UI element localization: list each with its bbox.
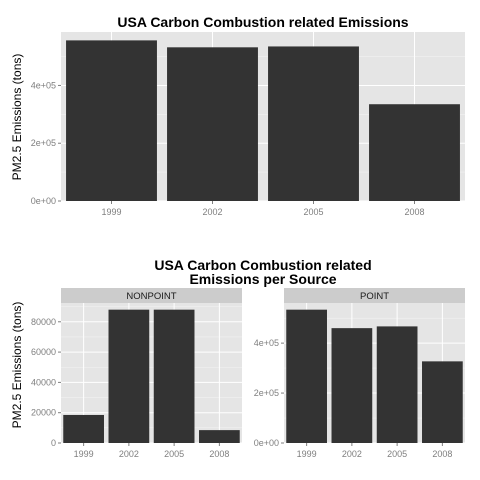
- y-axis-title: PM2.5 Emissions (tons): [10, 54, 24, 181]
- y-tick-label: 60000: [31, 347, 56, 357]
- chart-title: USA Carbon Combustion related Emissions: [117, 14, 408, 30]
- emissions-per-source-chart: USA Carbon Combustion related Emissions p…: [10, 257, 465, 459]
- x-tick-label: 1999: [101, 207, 121, 217]
- y-tick-label: 2e+05: [254, 388, 279, 398]
- bar-2008: [369, 104, 460, 201]
- bar-2008: [199, 430, 240, 443]
- facet-label: POINT: [360, 291, 389, 302]
- x-tick-label: 1999: [297, 449, 317, 459]
- bar-2002: [331, 328, 373, 443]
- bar-2002: [108, 309, 150, 443]
- bar-2005: [376, 326, 418, 443]
- y-tick-label: 80000: [31, 317, 56, 327]
- x-tick-label: 2008: [432, 449, 452, 459]
- chart-title: USA Carbon Combustion related Emissions p…: [154, 257, 371, 287]
- y-tick-label: 0e+00: [254, 438, 279, 448]
- facet-label: NONPOINT: [126, 291, 176, 302]
- y-tick-label: 2e+05: [31, 138, 56, 148]
- x-tick-label: 2005: [164, 449, 184, 459]
- x-tick-label: 2002: [202, 207, 222, 217]
- bar-1999: [286, 309, 327, 443]
- x-tick-label: 2008: [404, 207, 424, 217]
- y-tick-label: 20000: [31, 408, 56, 418]
- y-tick-label: 40000: [31, 377, 56, 387]
- x-tick-label: 2002: [119, 449, 139, 459]
- bar-2005: [153, 309, 195, 443]
- y-tick-label: 0e+00: [31, 196, 56, 206]
- bar-1999: [63, 414, 104, 443]
- y-axis-title: PM2.5 Emissions (tons): [10, 302, 24, 429]
- x-tick-label: 2002: [342, 449, 362, 459]
- bar-2005: [268, 46, 359, 201]
- chart-title-line: USA Carbon Combustion related: [154, 257, 371, 273]
- x-tick-label: 2008: [209, 449, 229, 459]
- x-tick-label: 2005: [387, 449, 407, 459]
- y-tick-label: 4e+05: [254, 338, 279, 348]
- x-tick-label: 2005: [303, 207, 323, 217]
- bar-1999: [66, 40, 157, 201]
- y-tick-label: 4e+05: [31, 80, 56, 90]
- facet-strip: [284, 288, 465, 303]
- emissions-chart: USA Carbon Combustion related Emissions …: [10, 14, 465, 217]
- bar-2008: [422, 361, 463, 443]
- facet-strip: [61, 288, 242, 303]
- x-tick-label: 1999: [74, 449, 94, 459]
- bar-2002: [167, 47, 258, 201]
- y-tick-label: 0: [51, 438, 56, 448]
- chart-title-line: Emissions per Source: [189, 271, 336, 287]
